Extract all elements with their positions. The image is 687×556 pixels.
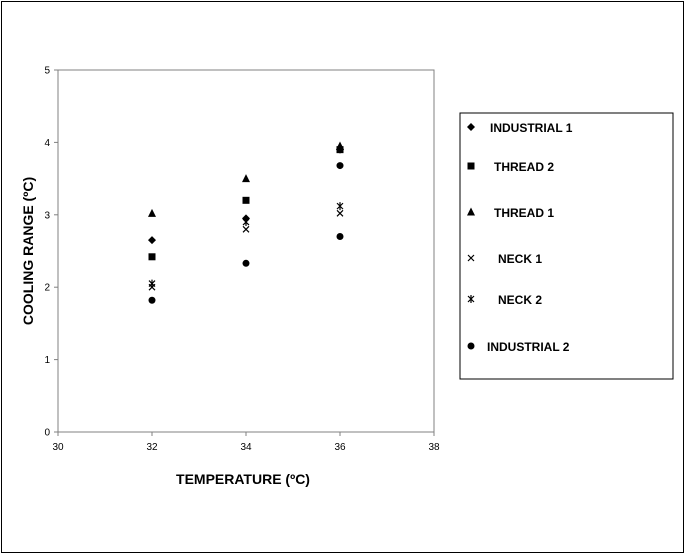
data-point <box>336 141 344 150</box>
legend-box <box>459 112 674 380</box>
y-tick-label: 1 <box>44 355 50 366</box>
data-point <box>242 174 250 183</box>
data-point <box>148 208 156 217</box>
y-axis-title: COOLING RANGE (ºC) <box>20 177 36 325</box>
x-tick-label: 38 <box>428 442 440 453</box>
data-point <box>336 209 344 217</box>
data-point <box>242 218 250 227</box>
legend-marker <box>467 342 475 350</box>
y-tick-label: 2 <box>44 283 50 294</box>
x-tick-label: 36 <box>334 442 346 453</box>
y-tick-label: 3 <box>44 210 50 221</box>
x-tick-label: 34 <box>240 442 252 453</box>
legend: INDUSTRIAL 1 THREAD 2 THREAD 1 NECK 1 NECK 2… <box>467 121 573 354</box>
data-point <box>336 146 344 154</box>
y-tick-label: 4 <box>44 138 50 149</box>
data-point <box>242 259 250 267</box>
data-points <box>148 141 344 304</box>
legend-label: NECK 2 <box>498 293 542 307</box>
data-point <box>336 202 344 211</box>
data-point <box>336 162 344 170</box>
data-point <box>148 279 156 288</box>
legend-label: THREAD 2 <box>494 160 554 174</box>
x-tick-label: 30 <box>52 442 64 453</box>
x-axis-title: TEMPERATURE (ºC) <box>176 471 310 487</box>
legend-label: INDUSTRIAL 1 <box>490 121 573 135</box>
legend-marker <box>467 162 475 170</box>
legend-label: THREAD 1 <box>494 206 554 220</box>
y-tick-label: 5 <box>44 66 50 77</box>
y-axis-ticks: 0 1 2 3 4 5 <box>44 66 58 439</box>
plot-area-frame <box>57 69 435 433</box>
y-tick-label: 0 <box>44 428 50 439</box>
x-tick-label: 32 <box>146 442 158 453</box>
legend-marker <box>467 207 475 216</box>
legend-label: NECK 1 <box>498 252 542 266</box>
data-point <box>148 253 156 261</box>
data-point <box>336 233 344 241</box>
x-axis-ticks: 30 32 34 36 38 <box>52 432 440 453</box>
data-point <box>148 236 156 245</box>
data-point <box>242 225 250 233</box>
legend-label: INDUSTRIAL 2 <box>487 340 570 354</box>
data-point <box>148 296 156 304</box>
legend-marker <box>467 295 475 303</box>
legend-marker <box>467 254 475 262</box>
data-point <box>242 196 250 204</box>
legend-marker <box>467 123 475 131</box>
